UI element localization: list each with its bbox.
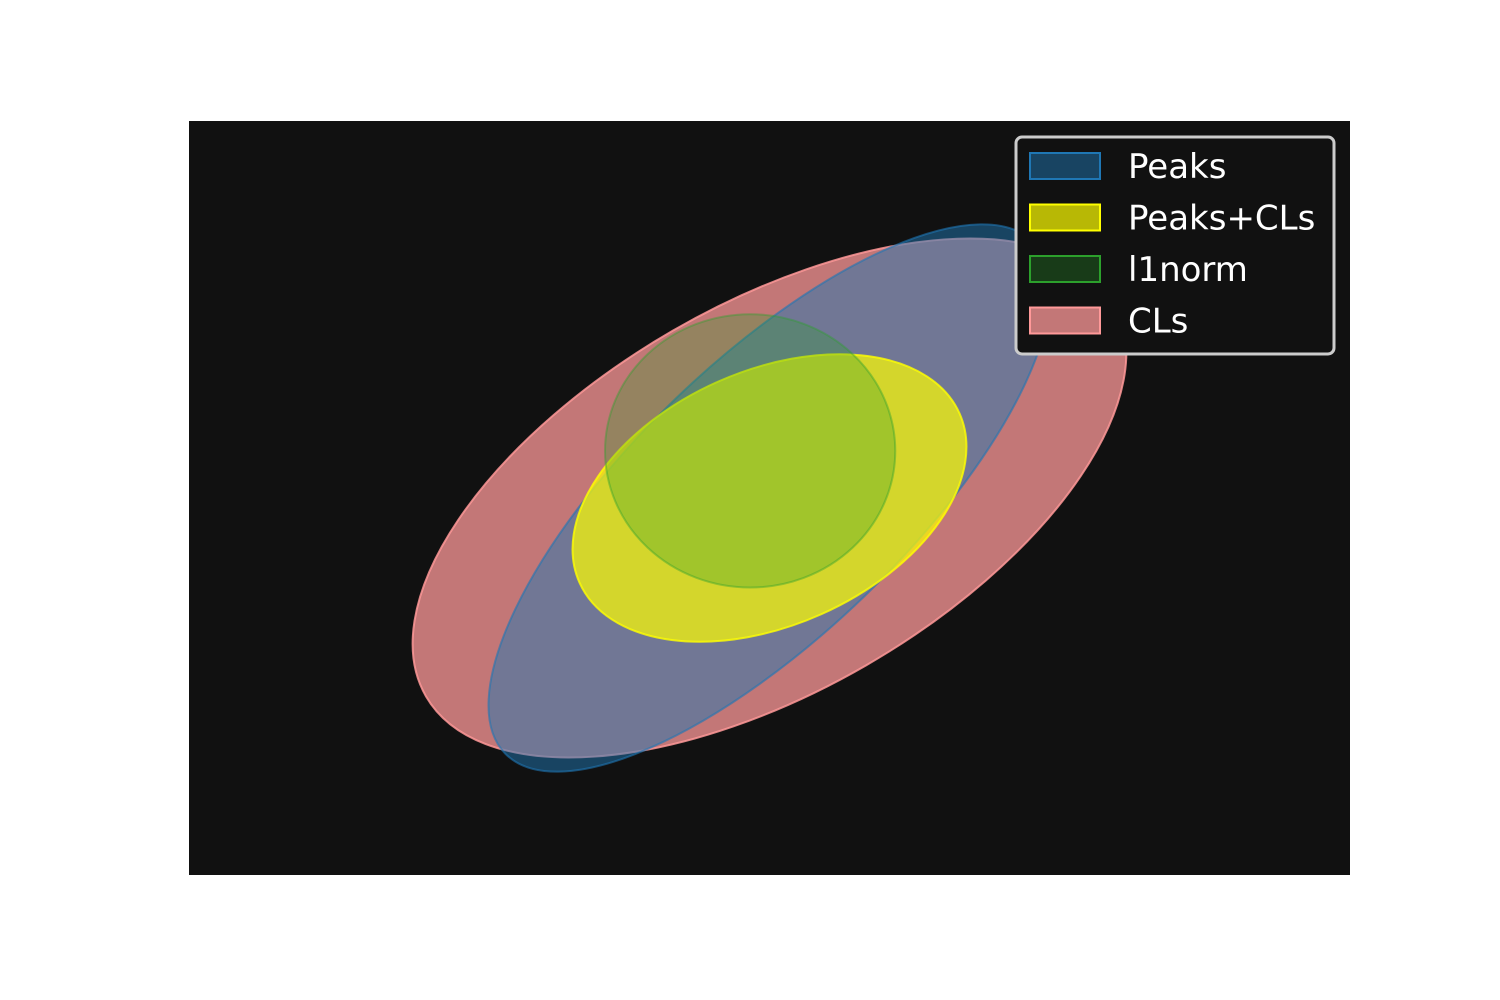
contour-peaks-cls (571, 353, 968, 643)
contour-l1norm (604, 313, 897, 589)
legend-label-peaks: Peaks (1128, 147, 1226, 187)
legend: Peaks Peaks+CLs l1norm CLs (1014, 135, 1336, 356)
legend-swatch-l1norm (1029, 255, 1101, 283)
legend-swatch-peaks (1029, 152, 1101, 180)
legend-frame (1014, 135, 1336, 356)
contour-layer (411, 223, 1128, 773)
legend-label-cls: CLs (1128, 302, 1188, 342)
legend-swatch-cls (1029, 306, 1101, 335)
legend-label-peaks-cls: Peaks+CLs (1128, 199, 1315, 239)
legend-label-l1norm: l1norm (1128, 250, 1248, 290)
legend-swatch-peaks-cls (1029, 203, 1101, 232)
